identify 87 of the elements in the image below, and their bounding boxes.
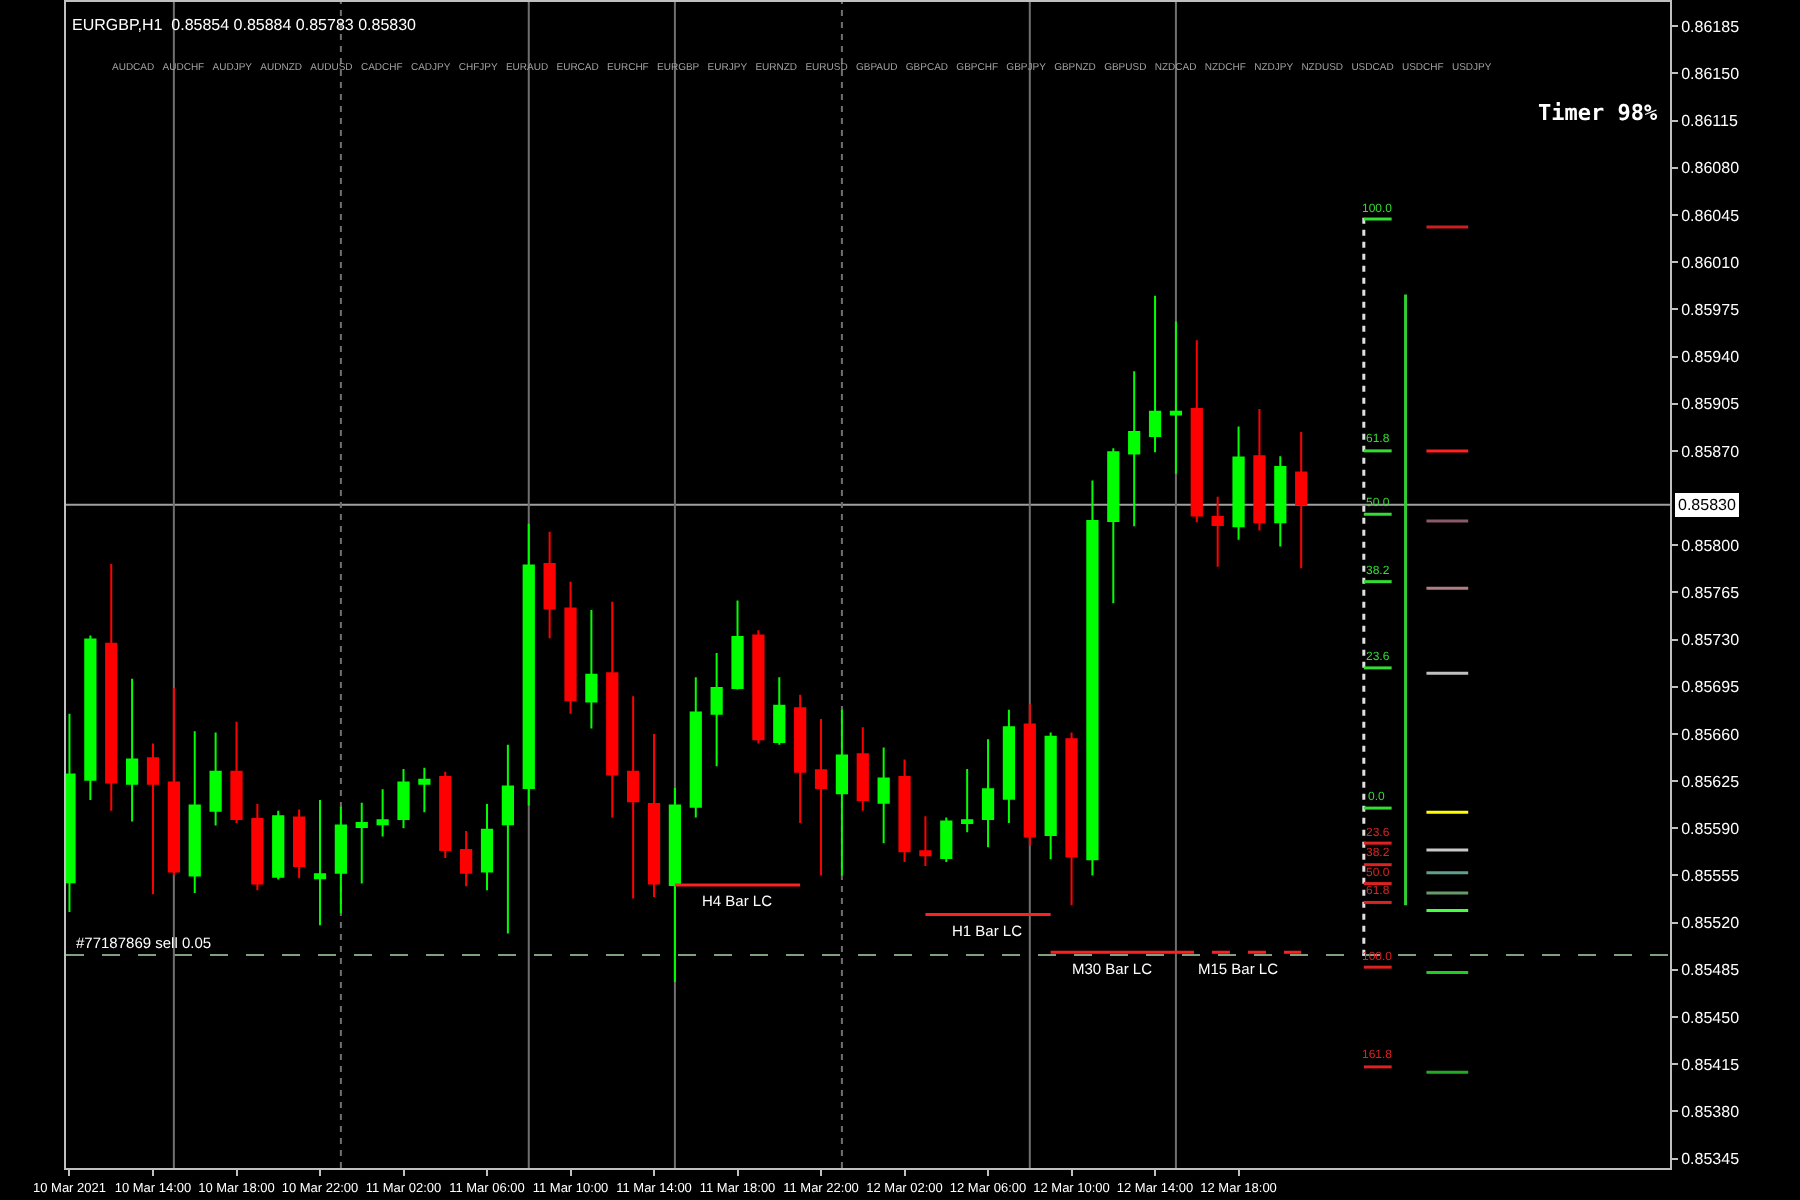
y-tick-label: 0.85555 [1681, 867, 1741, 886]
y-tick-label: 0.86080 [1681, 159, 1741, 178]
candlestick [835, 708, 849, 877]
candlestick [627, 695, 640, 900]
candlestick [773, 676, 786, 746]
candlestick [543, 530, 556, 640]
y-tick-label: 0.85380 [1681, 1102, 1741, 1121]
candlestick [1002, 708, 1016, 824]
candlestick [1023, 703, 1036, 847]
candlestick [439, 770, 452, 859]
y-tick-label: 0.85800 [1681, 536, 1741, 555]
candlestick [564, 580, 577, 715]
y-tick-label: 0.85730 [1681, 631, 1741, 650]
y-tick-label: 0.85660 [1681, 725, 1741, 744]
y-tick-label: 0.85695 [1681, 678, 1741, 697]
candlestick [731, 599, 744, 691]
candlestick [1190, 339, 1203, 524]
y-tick-label: 0.86045 [1681, 206, 1741, 225]
candlestick [1232, 425, 1245, 541]
candlestick [1128, 370, 1141, 528]
y-tick-label: 0.85905 [1681, 395, 1741, 414]
candlestick [856, 726, 869, 812]
candlestick [313, 799, 327, 927]
candlestick [126, 677, 139, 823]
candlestick [814, 718, 828, 877]
candlestick [647, 732, 661, 899]
candlestick [66, 712, 76, 913]
candlestick [794, 693, 807, 824]
candlestick [480, 803, 494, 892]
candlestick [668, 786, 681, 983]
candlestick [293, 808, 306, 880]
candlestick [460, 830, 473, 888]
candlestick [898, 758, 911, 863]
y-tick-label: 0.85765 [1681, 584, 1741, 603]
candlestick [919, 815, 932, 868]
candlestick [1274, 455, 1287, 548]
y-tick-label: 0.85590 [1681, 819, 1741, 838]
candlestick [209, 731, 222, 827]
candlestick [585, 608, 598, 730]
candlestick [981, 738, 995, 849]
candlestick [397, 768, 410, 830]
candlestick [1107, 447, 1120, 605]
candlestick [84, 634, 97, 801]
candlestick [251, 803, 264, 892]
candlestick [1148, 294, 1162, 454]
candlestick [522, 522, 535, 807]
candlestick [1044, 731, 1057, 861]
y-tick-label: 0.85485 [1681, 961, 1741, 980]
candlestick [689, 676, 702, 819]
candlestick [1295, 431, 1308, 570]
candlestick [334, 805, 347, 915]
candlestick [606, 600, 619, 819]
candlestick [1253, 408, 1266, 532]
y-tick-label: 0.85975 [1681, 300, 1741, 319]
candlestick [188, 730, 201, 895]
annotation: Timer 98% [1538, 100, 1658, 126]
y-tick-label: 0.85450 [1681, 1008, 1741, 1027]
y-tick-label: 0.85415 [1681, 1055, 1741, 1074]
y-tick-label: 0.86150 [1681, 65, 1741, 84]
candlestick [146, 742, 160, 896]
candlestick [1065, 731, 1078, 907]
candlestick [752, 629, 765, 745]
y-tick-label: 0.86185 [1681, 17, 1741, 36]
candlestick [376, 788, 389, 838]
candlestick [418, 766, 431, 814]
candlestick [1169, 320, 1183, 475]
candlestick [501, 743, 514, 935]
text: EURGBP,H1 0.85854 0.85884 0.85783 0.85830 [72, 16, 418, 35]
candlestick [105, 563, 118, 812]
candlestick [272, 809, 285, 881]
y-tick-label: 0.85345 [1681, 1150, 1741, 1169]
y-tick-label: 0.86115 [1681, 112, 1739, 131]
y-tick-label: 0.85870 [1681, 442, 1741, 461]
ref-line-label: 0.85830 [1678, 496, 1737, 514]
candlestick [940, 816, 953, 863]
y-tick-label: 0.85520 [1681, 914, 1741, 933]
y-tick-label: 0.85625 [1681, 772, 1741, 791]
candlestick [1086, 479, 1099, 877]
candlestick [710, 652, 723, 768]
candlestick [877, 746, 890, 845]
y-tick-label: 0.85940 [1681, 348, 1741, 367]
candlestick [167, 687, 180, 877]
candlestick [1211, 495, 1224, 568]
candlestick [961, 768, 974, 834]
candlestick [230, 720, 243, 824]
candlestick [355, 801, 368, 885]
y-tick-label: 0.86010 [1681, 253, 1741, 272]
